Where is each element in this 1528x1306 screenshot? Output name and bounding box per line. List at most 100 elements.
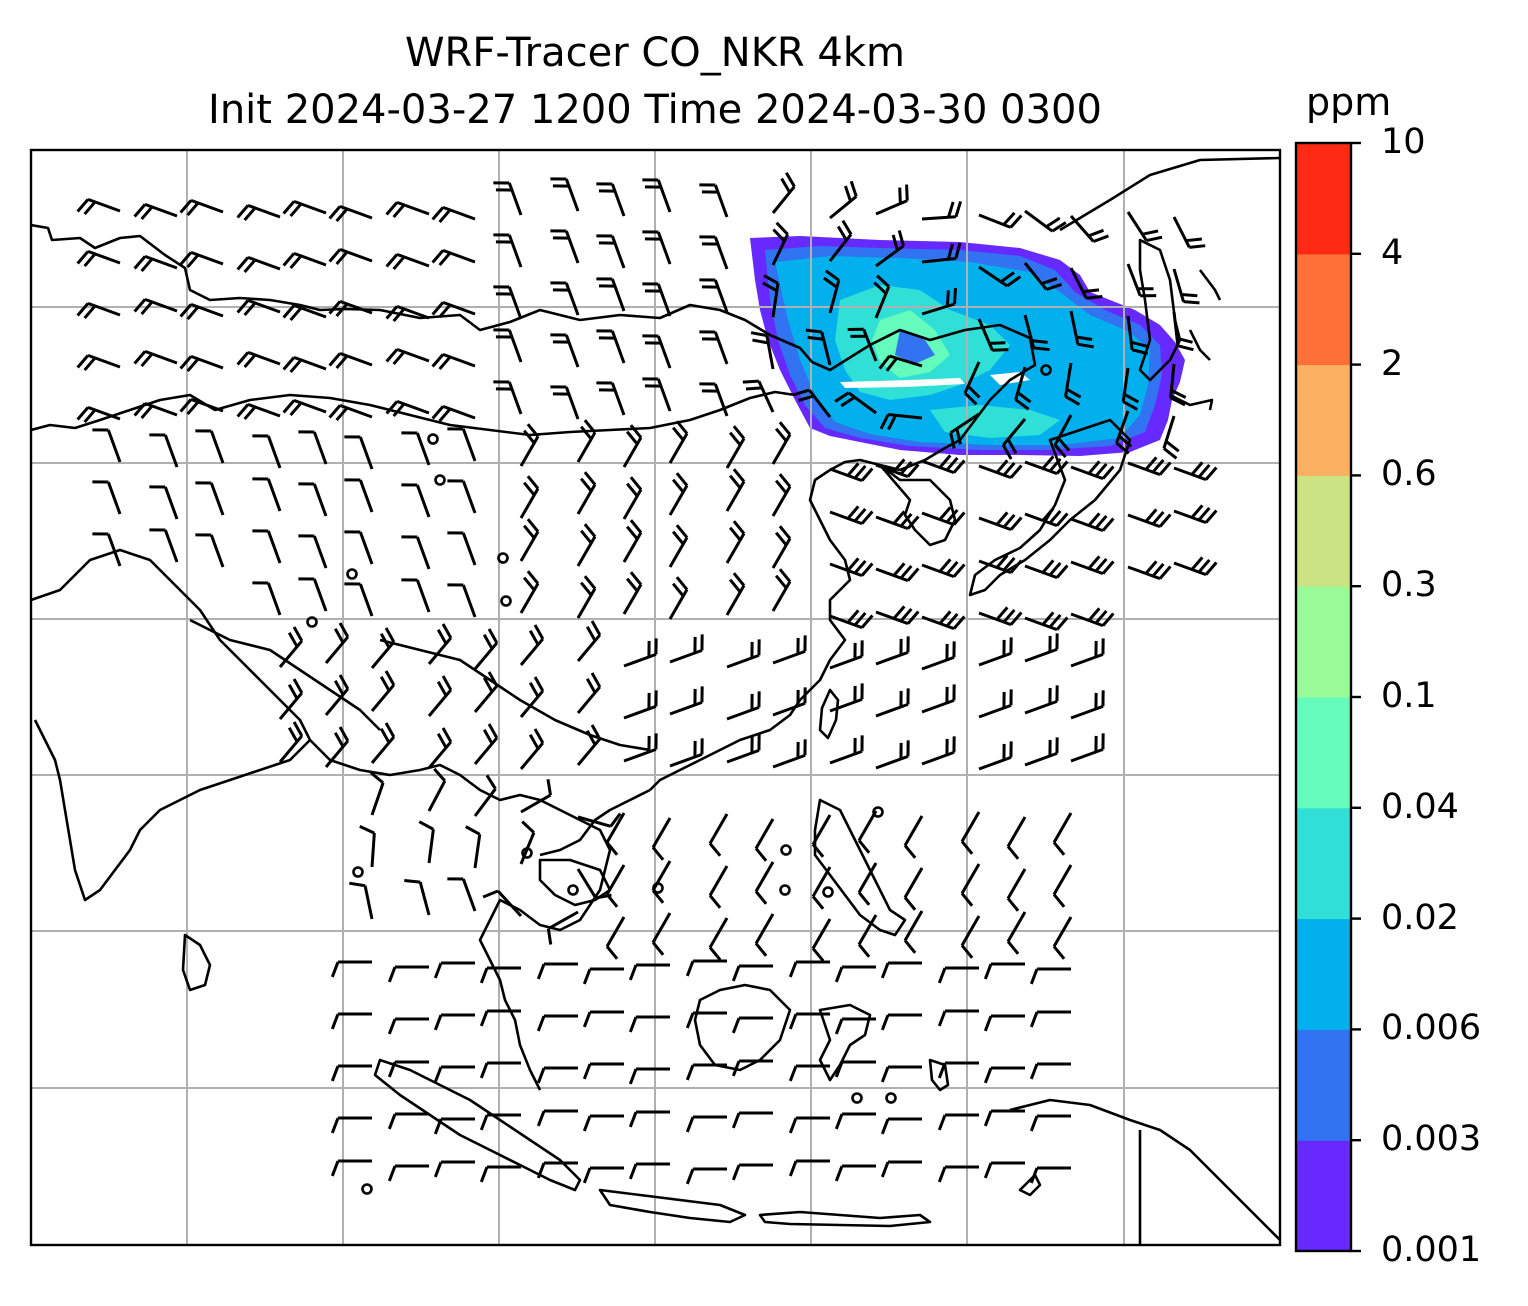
wind-barb [179,198,224,217]
wind-barb [1024,737,1059,767]
wind-barb [1070,555,1115,576]
wind-barb [482,889,523,918]
wind-barb [771,473,792,517]
coastline-india [31,548,312,902]
wind-barb [1121,367,1140,411]
wind-barb [418,820,435,864]
wind-barb [431,205,476,224]
wind-barb [582,967,624,985]
wind-barb [1006,868,1027,912]
wind-barb [76,301,121,320]
wind-barb [324,622,350,664]
calm-wind-marker [872,806,884,818]
wind-barb [811,814,832,858]
wind-barb [433,1117,475,1135]
wind-barb [385,347,430,366]
wind-barb [921,506,966,527]
colorbar-segment [1296,918,1351,1030]
wind-barb [536,1109,578,1127]
wind-barb [937,1113,979,1131]
wind-barb [1023,262,1063,291]
wind-barb [857,810,878,854]
wind-barb [1029,1166,1071,1184]
wind-barb [133,202,178,221]
wind-barb [282,251,327,270]
wind-barb [685,1115,727,1133]
wind-barb [576,575,597,619]
wind-barb [1024,611,1069,632]
wind-barb [685,959,727,977]
wind-barb [252,581,282,616]
wind-barb [834,965,876,983]
wind-barb [582,1010,624,1028]
wind-barb [582,1114,624,1132]
calm-wind-marker [427,433,439,445]
wind-barb [762,274,780,318]
wind-barb [875,605,920,626]
wind-barb [623,690,658,720]
wind-barb [622,519,643,563]
wind-barb [875,458,920,479]
wind-barb [921,287,958,316]
wind-barb [668,420,689,464]
coastline-sumatra [373,1058,582,1192]
wind-barb [788,1064,830,1082]
colorbar-tick-label: 0.04 [1381,786,1459,827]
wind-barb [1070,690,1105,720]
wind-barb [772,739,807,769]
wind-barb [576,523,597,567]
coastline-east-asia [649,323,1037,791]
colorbar-tick-label: 2 [1381,343,1404,384]
wind-barb [731,1059,773,1077]
wind-barb [1172,268,1200,305]
wind-barb [731,1111,773,1129]
wind-barb [1052,812,1073,856]
wind-barb [771,171,796,214]
wind-barb [829,609,874,630]
wind-barb [550,333,580,368]
wind-barb [519,423,540,467]
wind-barb [330,960,372,978]
wind-barb [829,640,864,670]
calm-wind-marker [779,884,791,896]
wind-barb [278,721,304,763]
wind-barb [431,300,476,319]
wind-barb [754,818,775,862]
wind-barb [1126,211,1163,243]
wind-barb [550,229,580,264]
wind-barb [978,265,1022,288]
wind-barb [829,735,864,765]
wind-barb [387,1164,429,1182]
calm-wind-marker [497,552,509,564]
wind-barb [92,428,122,463]
wind-barb [921,610,966,631]
wind-barb [370,670,396,712]
wind-barb [387,1017,429,1035]
wind-barb [493,285,523,320]
wind-barb [387,1112,429,1130]
wind-barb [628,1110,670,1128]
wind-barb [536,1066,578,1084]
wind-barb [1127,456,1172,477]
wind-barb [236,203,281,222]
wind-barb [1173,556,1218,577]
wind-barb [829,180,858,220]
wind-barb [385,252,430,271]
wind-barb [669,738,704,768]
wind-barb [628,963,670,981]
calm-wind-marker [885,1092,897,1104]
plume-level-1b [895,330,935,364]
wind-barb [903,910,924,954]
wind-barb [880,1065,922,1083]
wind-barb [668,472,689,516]
wind-barb [92,532,122,567]
calm-wind-marker [361,1183,373,1195]
colorbar [1294,141,1361,1253]
wind-barb [344,530,374,565]
wind-barb [195,533,225,568]
wind-barb [427,623,453,665]
wind-barb [282,355,327,374]
coastline-mekong [538,858,612,907]
wind-barb [708,813,729,857]
wind-barb [447,877,477,912]
